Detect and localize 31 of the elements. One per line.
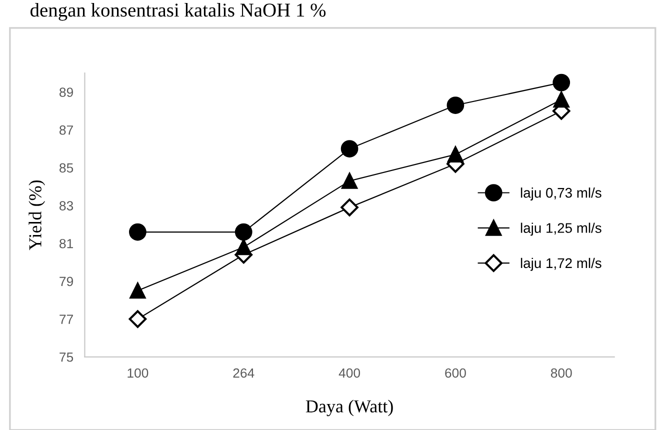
y-tick-label: 89: [60, 88, 73, 97]
y-tick-label: 77: [60, 314, 73, 324]
point: [342, 172, 358, 189]
chart-title: dengan konsentrasi katalis NaOH 1 %: [30, 3, 326, 21]
y-tick-label: 87: [60, 125, 73, 135]
y-tick-label: 83: [60, 201, 74, 210]
x-axis-title: Daya (Watt): [306, 400, 393, 416]
point: [130, 282, 146, 299]
x-tick-label: 264: [233, 368, 254, 378]
y-axis-title: Yield (%): [28, 180, 46, 250]
y-tick-label: 85: [60, 163, 74, 173]
x-tick-label: 400: [338, 368, 360, 378]
point: [446, 96, 464, 114]
point: [552, 74, 570, 92]
point: [236, 239, 252, 256]
point: [340, 198, 358, 216]
legend-label: laju 0,73 ml/s: [520, 188, 602, 200]
point: [553, 92, 570, 108]
x-tick-label: 100: [128, 368, 148, 378]
point: [447, 146, 464, 162]
point: [128, 310, 147, 328]
point: [129, 223, 146, 241]
legend-label: laju 1,72 ml/s: [520, 258, 602, 271]
legend-label: laju 1,25 ml/s: [520, 222, 602, 236]
x-tick-label: 600: [445, 368, 466, 378]
y-tick-label: 79: [60, 276, 73, 286]
point: [234, 223, 252, 241]
x-tick-label: 800: [550, 368, 572, 378]
y-tick-label: 81: [60, 238, 73, 248]
point: [340, 140, 358, 158]
y-tick-label: 75: [60, 352, 74, 362]
